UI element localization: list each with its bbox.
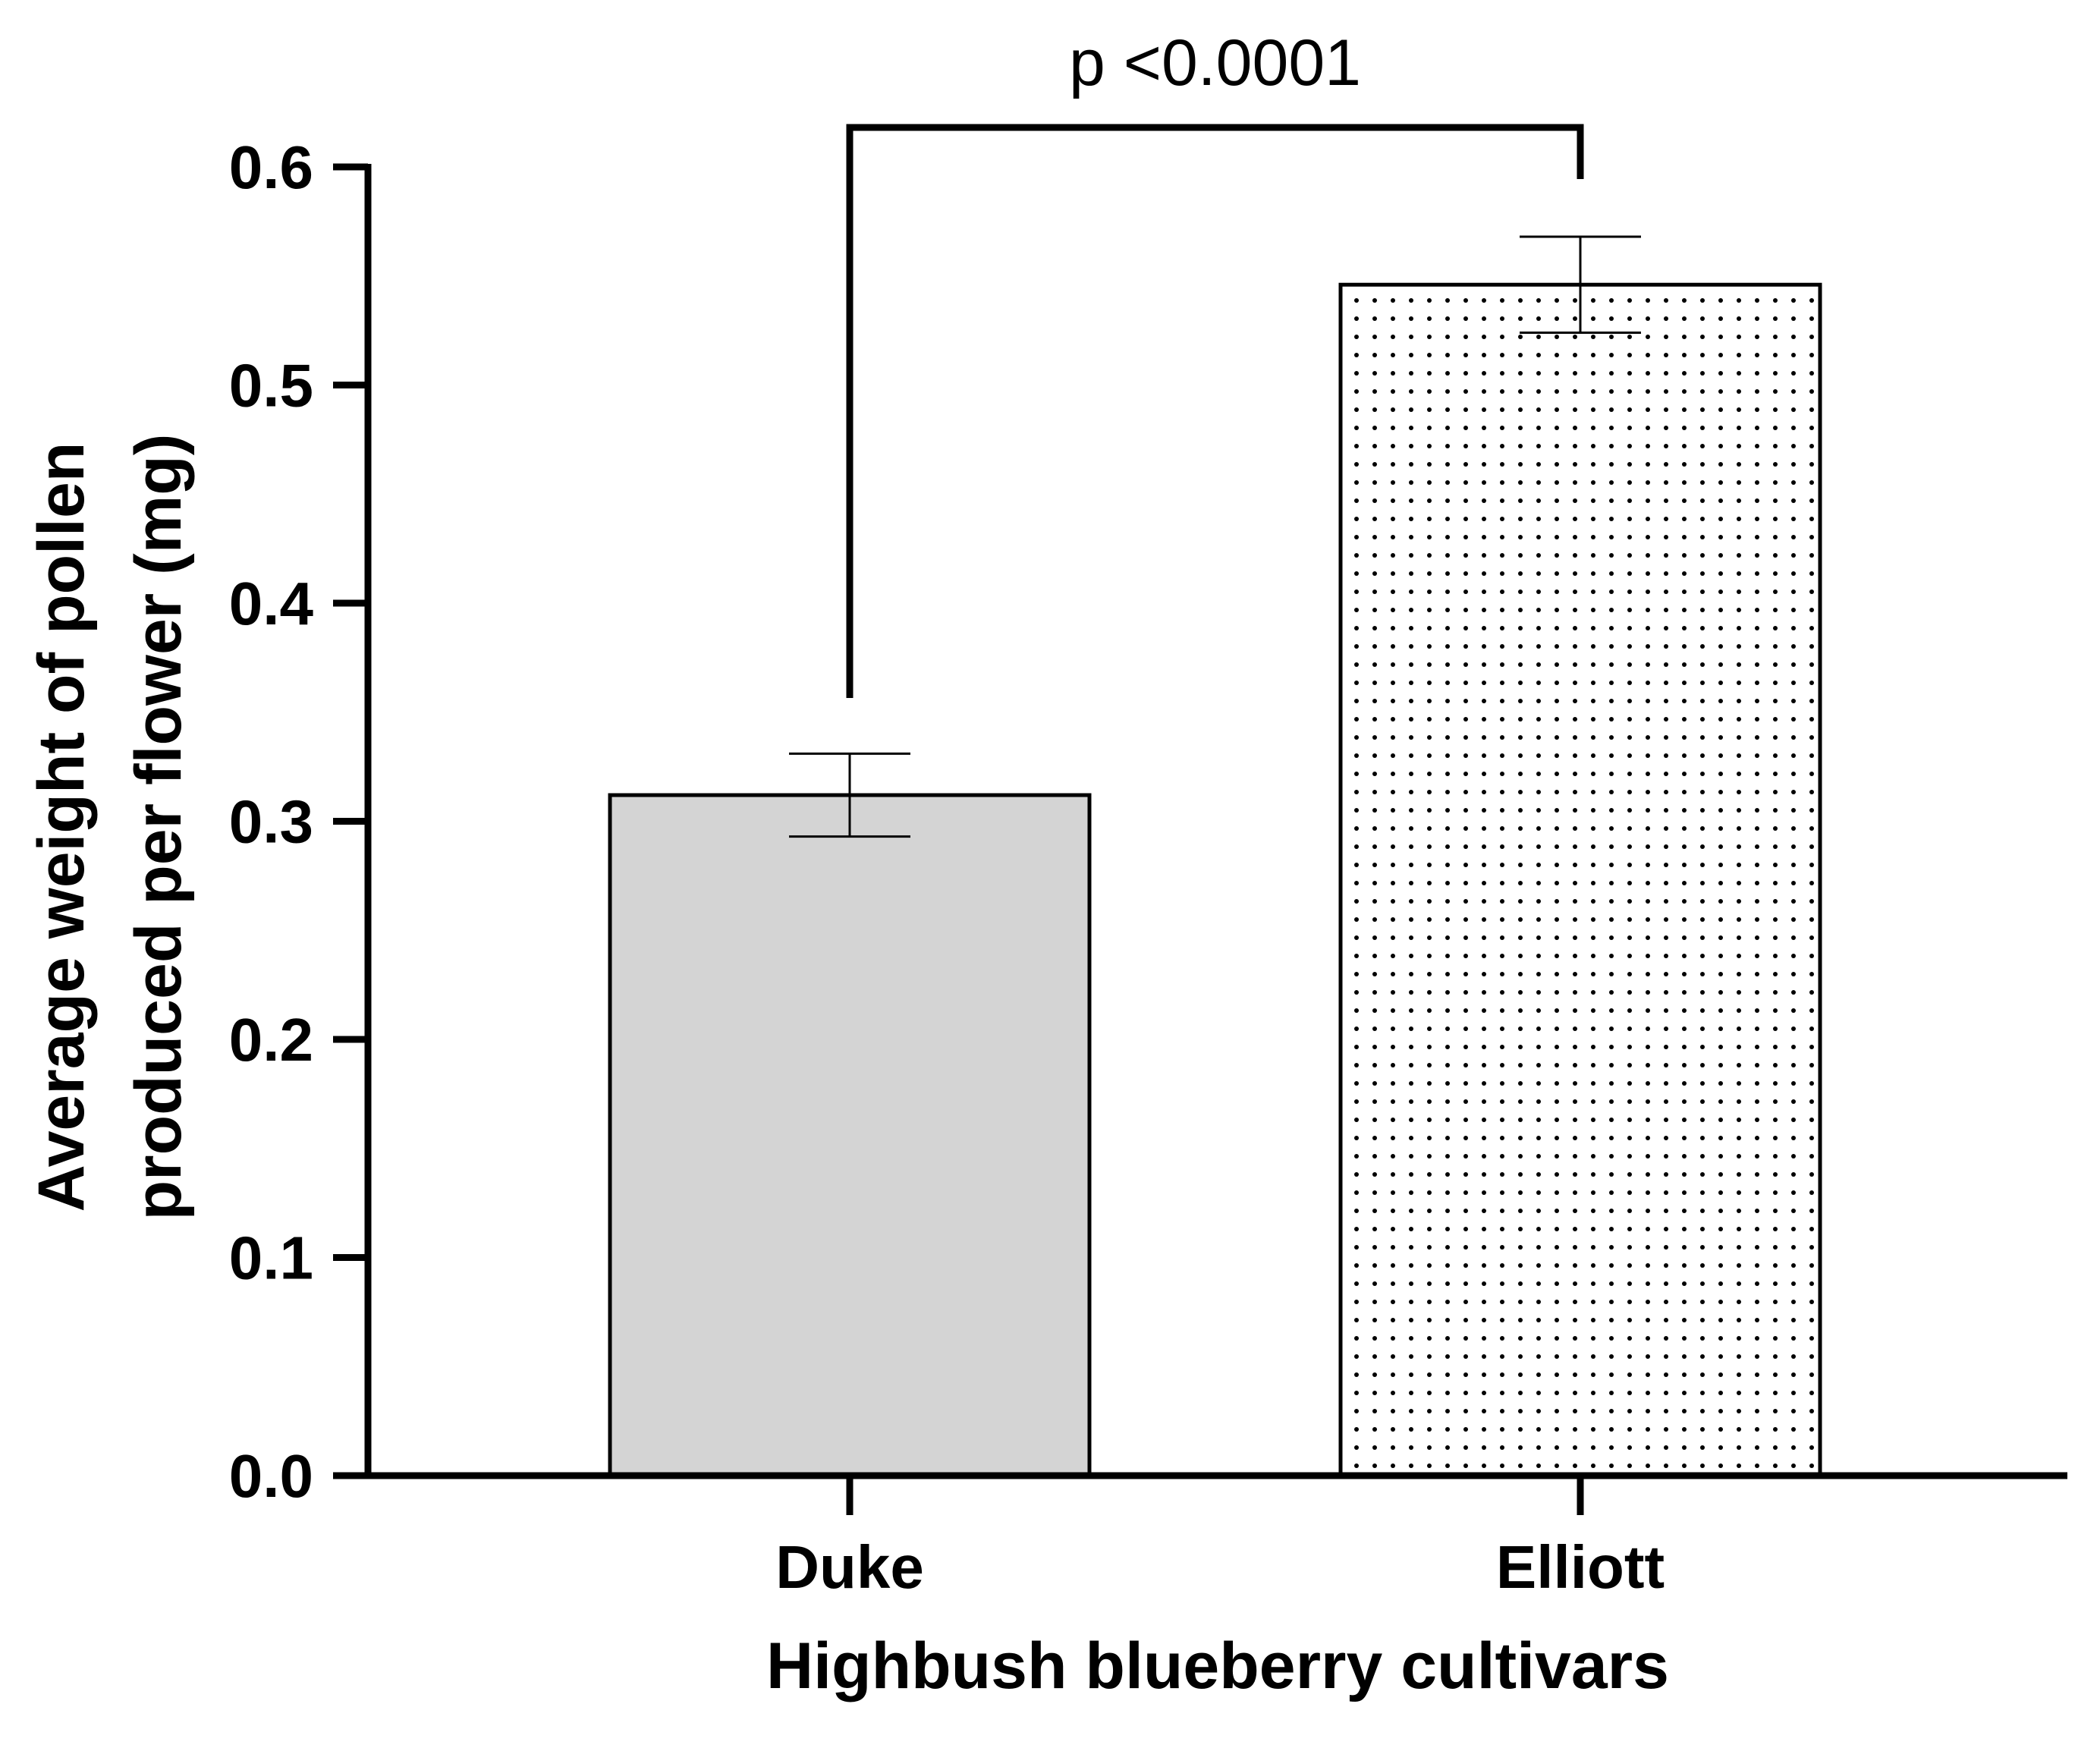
significance-bracket-line [846,124,1584,698]
labels-layer: Duke Elliott 0.0 0.1 0.2 0.3 0.4 0.5 0.6 Average … [25,134,1669,1702]
y-axis-title: Average weight of pollen produced per flo… [25,434,195,1221]
error-bar-elliott [1520,235,1641,334]
y-tick-label: 0.3 [229,788,313,856]
bar-elliott [1338,282,1822,1478]
x-axis-title: Highbush blueberry cultivars [766,1630,1669,1702]
y-tick-label: 0.1 [229,1225,313,1292]
significance-layer: p <0.0001 [846,27,1584,698]
x-tick-label: Duke [775,1533,924,1601]
y-axis-title-line: Average weight of pollen [25,442,98,1212]
bar-duke [608,793,1092,1478]
y-tick-label: 0.0 [229,1442,313,1510]
significance-bracket [846,124,1584,698]
error-bars-layer [789,235,1641,838]
error-bar-duke [789,752,910,838]
y-tick-label: 0.2 [229,1006,313,1074]
y-tick-label: 0.6 [229,134,313,201]
y-tick-label: 0.5 [229,352,313,420]
y-axis-title-line: produced per flower (mg) [122,434,195,1221]
axes-layer [333,163,2067,1515]
significance-label: p <0.0001 [1069,27,1361,99]
y-tick-label: 0.4 [229,570,314,637]
bars-layer [608,282,1822,1478]
x-tick-label: Elliott [1496,1533,1665,1601]
